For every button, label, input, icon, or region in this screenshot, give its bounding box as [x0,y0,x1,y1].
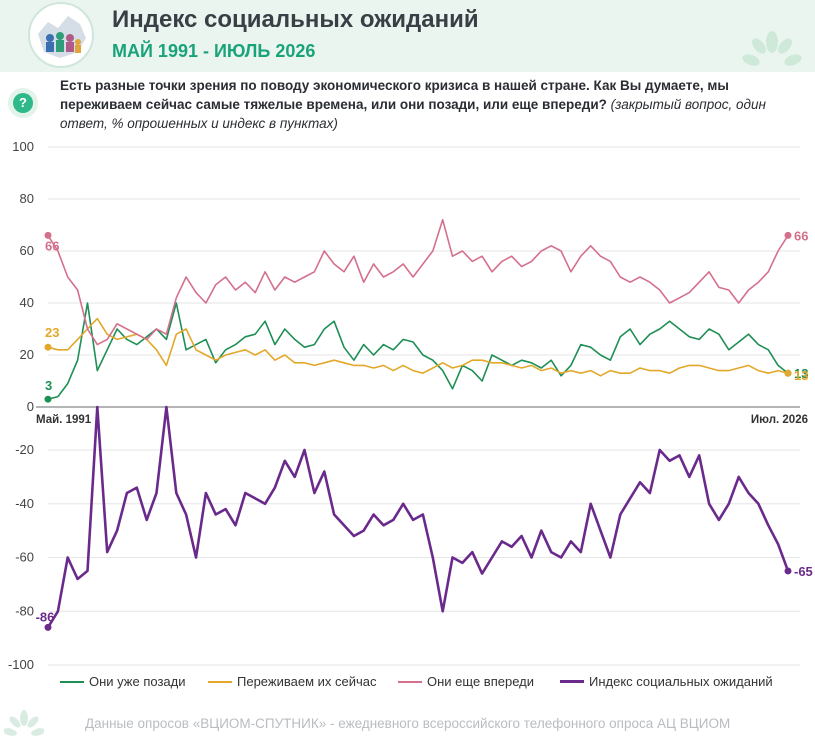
series-line-0-2 [47,219,789,346]
y-tick-label: 40 [20,295,34,310]
series-end-label: 66 [794,228,808,243]
chart-panel-1: -100 -80 -60 -40 -20 -86 -65 [8,405,813,672]
series-end-point [784,231,792,239]
leaf-decoration-icon [737,24,807,72]
legend-item-ahead: Они еще впереди [398,674,534,689]
y-tick-label: 20 [20,347,34,362]
series-start-label: -86 [36,609,55,624]
series-end-point [784,369,792,377]
series-line-1-0 [46,405,790,629]
series-start-point [44,395,52,403]
series-end-label: 13 [794,368,808,383]
y-tick-label: 100 [12,139,34,154]
page-subtitle: МАЙ 1991 - ИЮЛЬ 2026 [112,41,316,61]
x-tick-label-start: Май. 1991 [36,414,92,426]
y-tick-label: 60 [20,243,34,258]
legend-label-index: Индекс социальных ожиданий [589,674,773,689]
legend: Они уже позади Переживаем их сейчас Они … [60,674,800,694]
series-end-point [784,567,792,575]
leaf-footer-icon [3,706,45,745]
question-note: (закрытый вопрос, один ответ, % опрошенн… [60,97,766,131]
legend-label-ahead: Они еще впереди [427,674,534,689]
series-start-label: 23 [45,325,59,340]
legend-item-behind: Они уже позади [60,674,186,689]
legend-label-behind: Они уже позади [89,674,186,689]
y-tick-label: -80 [15,603,34,618]
series-start-label: 66 [45,238,59,253]
legend-label-now: Переживаем их сейчас [237,674,377,689]
series-line-0-0 [47,302,789,400]
y-tick-label: 0 [27,399,34,414]
y-tick-label: 80 [20,191,34,206]
series-start-point [44,231,52,239]
question-icon: ? [8,88,38,118]
series-line-0-1 [47,317,789,377]
footer-source: Данные опросов «ВЦИОМ-СПУТНИК» - ежеднев… [85,716,731,731]
y-tick-label: -20 [15,442,34,457]
legend-item-now: Переживаем их сейчас [208,674,376,689]
logo-icon [28,2,94,68]
series-start-point [44,623,52,631]
legend-item-index: Индекс социальных ожиданий [560,674,773,689]
series-start-point [44,343,52,351]
header: Индекс социальных ожиданий МАЙ 1991 - ИЮ… [0,0,815,72]
y-tick-label: -40 [15,496,34,511]
x-tick-label-end: Июл. 2026 [751,414,808,426]
question-text: Есть разные точки зрения по поводу эконо… [60,76,808,133]
series-start-label: 3 [45,378,52,393]
page-title: Индекс социальных ожиданий [112,6,479,33]
series-end-label: 13 [794,366,808,381]
series-end-label: -65 [794,564,813,579]
question-bold: Есть разные точки зрения по поводу эконо… [60,78,729,112]
y-tick-label: -100 [8,657,34,672]
y-tick-label: -60 [15,550,34,565]
